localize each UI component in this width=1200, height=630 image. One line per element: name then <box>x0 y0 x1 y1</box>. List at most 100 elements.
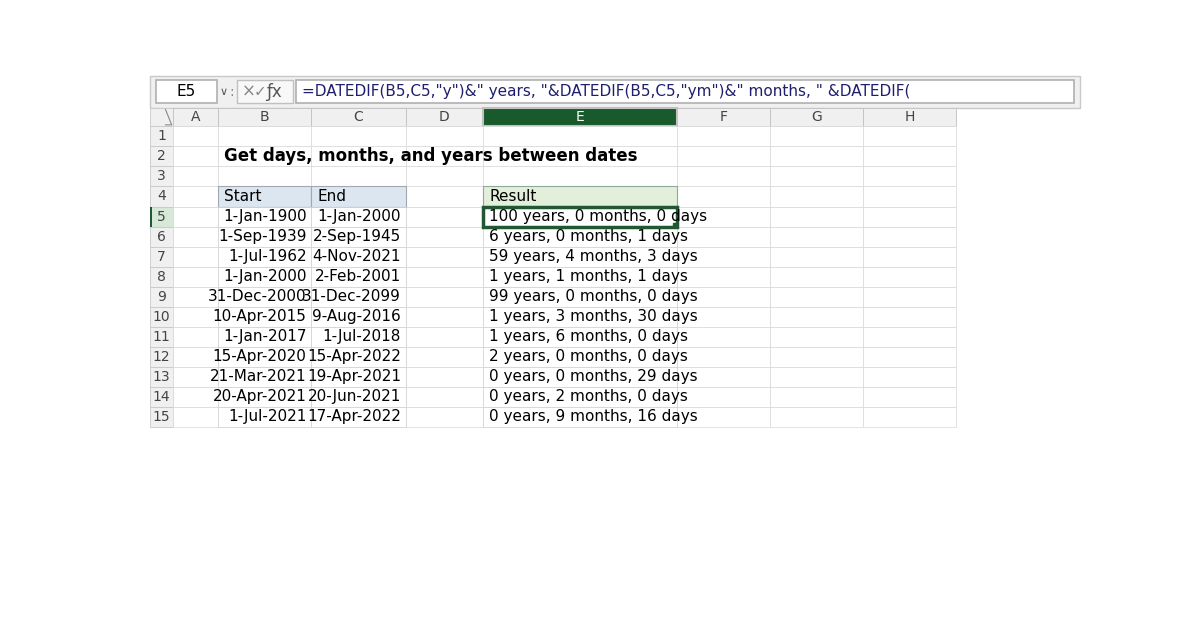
Bar <box>677 127 770 146</box>
Text: A: A <box>191 110 200 124</box>
Bar <box>311 246 406 266</box>
Text: 12: 12 <box>152 350 170 364</box>
Bar <box>484 287 677 307</box>
Bar <box>218 186 311 207</box>
Bar <box>173 387 218 407</box>
Text: 1 years, 1 months, 1 days: 1 years, 1 months, 1 days <box>490 269 689 284</box>
Bar <box>311 166 406 186</box>
Bar <box>484 407 677 427</box>
Bar <box>863 166 956 186</box>
Text: 17-Apr-2022: 17-Apr-2022 <box>307 410 401 424</box>
Bar <box>311 307 406 326</box>
Text: 4: 4 <box>157 190 166 203</box>
Bar <box>406 367 484 387</box>
Bar <box>863 287 956 307</box>
Bar <box>311 266 406 287</box>
Bar <box>173 186 218 207</box>
Bar <box>484 367 677 387</box>
Text: 3: 3 <box>157 169 166 183</box>
Bar <box>150 227 173 246</box>
Bar <box>406 108 484 127</box>
Bar <box>150 266 173 287</box>
Text: 31-Dec-2000: 31-Dec-2000 <box>208 289 306 304</box>
Bar <box>484 146 677 166</box>
Bar <box>406 387 484 407</box>
Bar <box>770 407 863 427</box>
Bar <box>218 227 311 246</box>
Text: 1-Jul-2018: 1-Jul-2018 <box>323 329 401 344</box>
Bar <box>863 407 956 427</box>
Bar <box>484 186 677 207</box>
Bar <box>677 307 770 326</box>
Text: 14: 14 <box>152 390 170 404</box>
Text: F: F <box>720 110 727 124</box>
Bar <box>677 387 770 407</box>
Bar <box>311 108 406 127</box>
Text: D: D <box>439 110 450 124</box>
Text: G: G <box>811 110 822 124</box>
Bar <box>218 367 311 387</box>
Bar <box>677 407 770 427</box>
Bar <box>406 287 484 307</box>
Bar <box>173 227 218 246</box>
Bar <box>863 207 956 227</box>
Bar <box>311 346 406 367</box>
Text: ×: × <box>241 83 256 101</box>
Bar <box>484 266 677 287</box>
Text: E5: E5 <box>176 84 196 100</box>
Bar <box>218 287 311 307</box>
Bar <box>311 326 406 347</box>
Bar <box>956 108 1080 561</box>
Bar <box>484 326 677 347</box>
Bar <box>406 186 484 207</box>
Bar <box>770 387 863 407</box>
Bar <box>150 287 173 307</box>
Text: ∨: ∨ <box>220 87 228 97</box>
Bar <box>311 227 406 246</box>
Bar <box>218 326 311 347</box>
Bar <box>770 367 863 387</box>
Text: 15: 15 <box>152 410 170 424</box>
Bar <box>311 287 406 307</box>
Bar <box>484 227 677 246</box>
Bar <box>770 186 863 207</box>
Bar <box>484 326 677 347</box>
Text: 8: 8 <box>157 270 166 284</box>
Text: 1-Jan-2017: 1-Jan-2017 <box>223 329 306 344</box>
Bar <box>218 307 311 326</box>
Bar <box>677 227 770 246</box>
Bar <box>218 266 311 287</box>
Bar <box>218 407 311 427</box>
Bar <box>173 367 218 387</box>
Bar <box>677 326 770 347</box>
Bar <box>218 207 311 227</box>
Bar <box>677 207 770 227</box>
Bar <box>406 207 484 227</box>
Text: 11: 11 <box>152 329 170 343</box>
Text: 1-Jan-2000: 1-Jan-2000 <box>223 269 306 284</box>
Bar <box>218 127 311 146</box>
Text: 2-Feb-2001: 2-Feb-2001 <box>314 269 401 284</box>
Bar <box>218 108 311 127</box>
Text: 4-Nov-2021: 4-Nov-2021 <box>312 249 401 264</box>
Bar <box>484 186 677 207</box>
Bar <box>173 166 218 186</box>
Bar <box>150 207 173 227</box>
Bar <box>863 146 956 166</box>
Bar <box>218 227 311 246</box>
Bar <box>863 186 956 207</box>
Bar <box>311 407 406 427</box>
Text: 2-Sep-1945: 2-Sep-1945 <box>313 229 401 244</box>
Bar <box>218 346 311 367</box>
Bar <box>150 166 173 186</box>
Bar <box>484 407 677 427</box>
Text: 59 years, 4 months, 3 days: 59 years, 4 months, 3 days <box>490 249 698 264</box>
Bar <box>311 207 406 227</box>
Text: 0 years, 2 months, 0 days: 0 years, 2 months, 0 days <box>490 389 689 404</box>
Text: 1-Jan-2000: 1-Jan-2000 <box>318 209 401 224</box>
Bar <box>484 166 677 186</box>
Bar <box>311 307 406 326</box>
Bar <box>677 266 770 287</box>
Bar <box>311 346 406 367</box>
Bar <box>295 80 1074 103</box>
